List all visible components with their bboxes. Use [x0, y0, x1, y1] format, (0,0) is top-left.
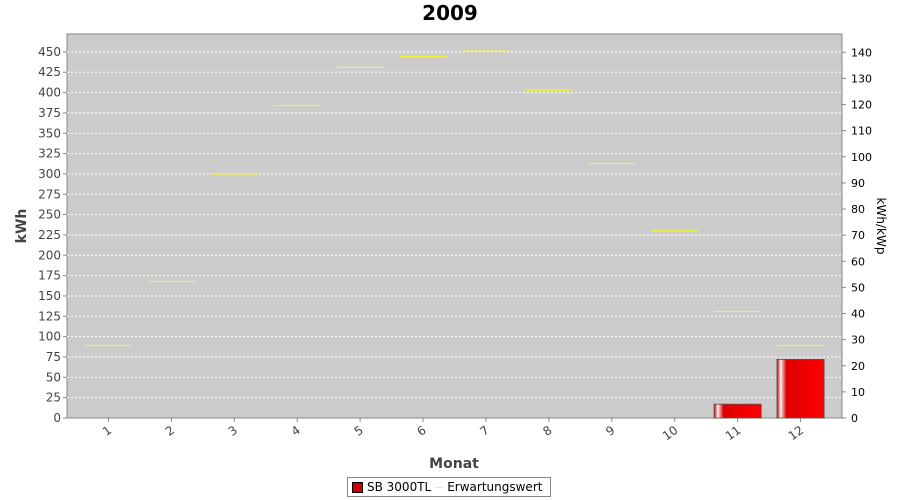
bar [713, 403, 762, 419]
legend-label-bars: SB 3000TL [367, 480, 432, 494]
grid-lines [67, 51, 842, 399]
y2-tick-label: 90 [851, 177, 865, 190]
y-tick-label: 200 [38, 248, 61, 262]
y-tick-label: 400 [38, 86, 61, 100]
x-tick-label: 8 [540, 423, 554, 439]
x-tick-label: 3 [226, 423, 240, 439]
y-axis-right: 0 10 20 30 40 50 60 70 80 90 100 110 120 130 140 [842, 46, 872, 425]
y2-tick-label: 70 [851, 229, 865, 242]
legend-item-bars: SB 3000TL [352, 480, 431, 494]
x-tick-label: 7 [477, 423, 491, 439]
bar [776, 359, 825, 419]
y-tick-label: 275 [38, 187, 61, 201]
x-axis-label: Monat [429, 456, 479, 472]
y2-tick-label: 60 [851, 255, 865, 268]
y-tick-label: 100 [38, 330, 61, 344]
y-tick-label: 350 [38, 126, 61, 140]
y2-tick-label: 140 [851, 46, 872, 59]
y2-tick-label: 0 [851, 412, 858, 425]
x-tick-label: 5 [352, 423, 366, 439]
y-tick-label: 375 [38, 106, 61, 120]
x-tick-label: 6 [414, 423, 428, 439]
legend-swatch-bar [352, 481, 363, 493]
x-tick-label: 10 [660, 423, 681, 443]
y2-tick-label: 20 [851, 360, 865, 373]
y-tick-label: 150 [38, 289, 61, 303]
y2-axis-label: kWh/kWp [874, 198, 888, 255]
chart-title: 2009 [422, 1, 478, 25]
y-tick-label: 0 [53, 411, 61, 425]
y-tick-label: 25 [46, 391, 61, 405]
y2-tick-label: 110 [851, 125, 872, 138]
y-tick-label: 125 [38, 309, 61, 323]
y-tick-label: 325 [38, 147, 61, 161]
y-tick-label: 175 [38, 269, 61, 283]
x-tick-label: 2 [163, 423, 177, 439]
x-tick-label: 11 [723, 423, 744, 443]
y-tick-label: 300 [38, 167, 61, 181]
y2-tick-label: 50 [851, 281, 865, 294]
y-tick-label: 50 [46, 370, 61, 384]
y2-tick-label: 130 [851, 72, 872, 85]
x-axis: 1 2 3 4 5 6 7 8 9 10 11 12 [100, 418, 806, 443]
x-tick-label: 1 [100, 423, 114, 439]
legend-item-expected: Erwartungswert [435, 480, 542, 494]
y-axis-label: kWh [14, 209, 30, 244]
x-tick-label: 9 [603, 423, 617, 439]
expected-series [84, 50, 825, 347]
y2-tick-label: 10 [851, 386, 865, 399]
legend-swatch-line [435, 486, 444, 488]
y-tick-label: 225 [38, 228, 61, 242]
y2-tick-label: 100 [851, 151, 872, 164]
y-tick-label: 425 [38, 65, 61, 79]
legend-label-expected: Erwartungswert [447, 480, 543, 494]
bar-series [713, 359, 825, 419]
y-tick-label: 450 [38, 45, 61, 59]
x-tick-label: 4 [289, 423, 303, 439]
y2-tick-label: 80 [851, 203, 865, 216]
y-tick-label: 75 [46, 350, 61, 364]
y2-tick-label: 40 [851, 308, 865, 321]
y2-tick-label: 120 [851, 99, 872, 112]
y2-tick-label: 30 [851, 334, 865, 347]
plot-background [66, 33, 843, 419]
legend: SB 3000TL Erwartungswert [347, 477, 552, 497]
y-tick-label: 250 [38, 208, 61, 222]
x-tick-label: 12 [786, 423, 807, 443]
y-axis-left: 0 25 50 75 100 125 150 175 200 225 250 275 300 325 350… [38, 45, 67, 425]
